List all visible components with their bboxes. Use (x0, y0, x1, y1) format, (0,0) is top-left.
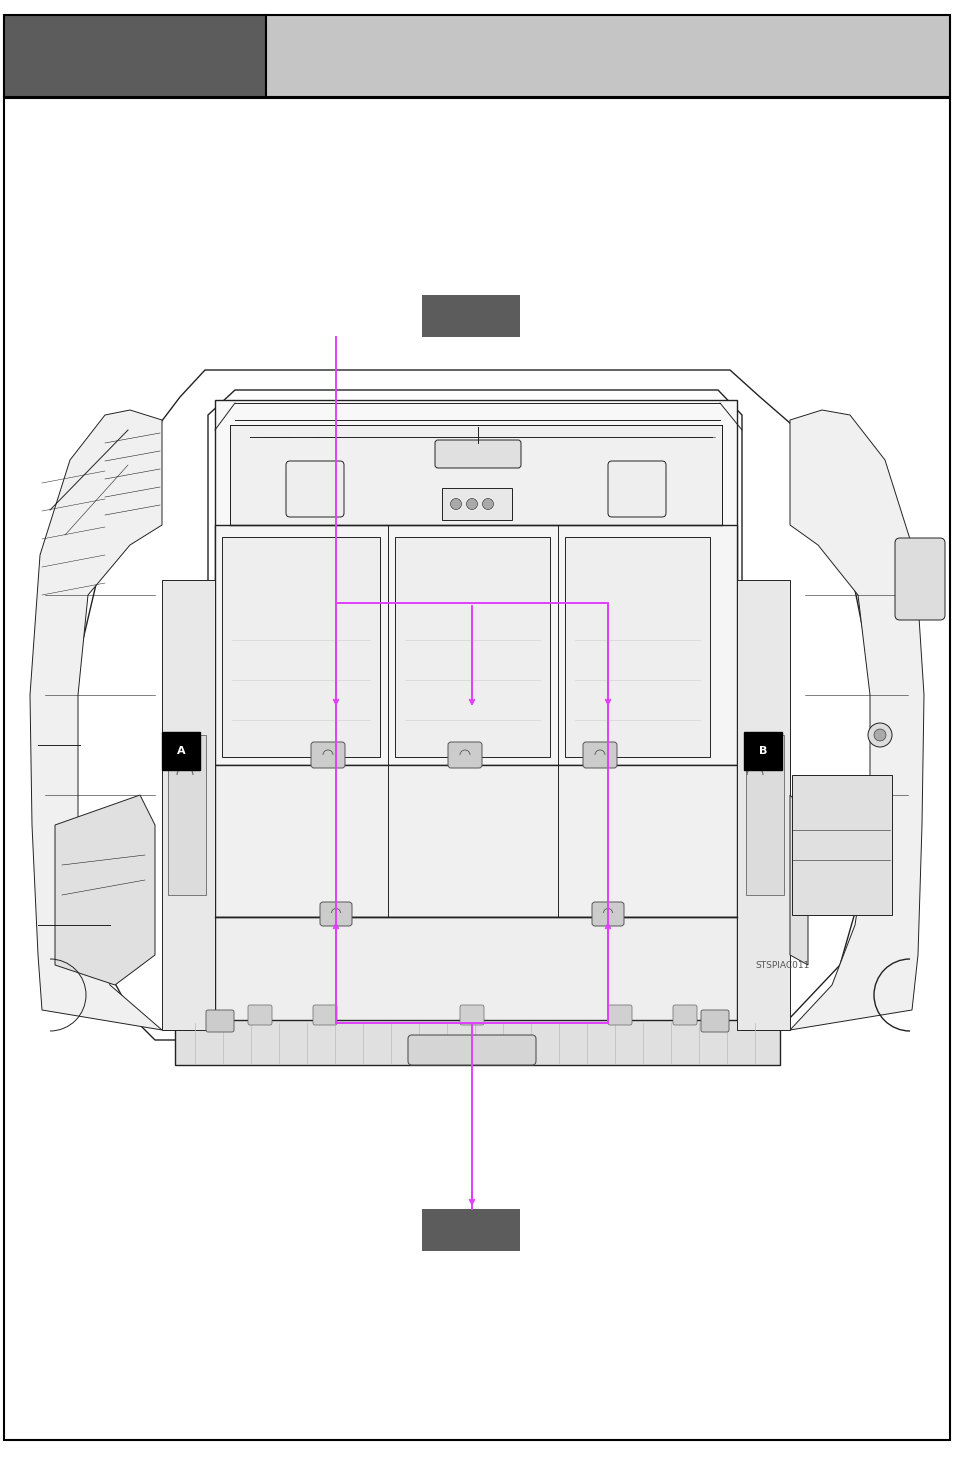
Bar (222, 537, 379, 757)
Polygon shape (55, 795, 154, 985)
Bar (441, 488, 512, 521)
FancyBboxPatch shape (311, 742, 345, 768)
Text: A: A (176, 746, 185, 757)
Bar (737, 580, 789, 1030)
Bar (421, 295, 519, 336)
Bar (564, 537, 709, 757)
FancyBboxPatch shape (319, 903, 352, 926)
FancyBboxPatch shape (592, 903, 623, 926)
FancyBboxPatch shape (448, 742, 481, 768)
Circle shape (466, 499, 477, 509)
FancyBboxPatch shape (700, 1010, 728, 1032)
Bar (174, 1021, 780, 1065)
Bar (214, 766, 737, 917)
Bar (266, 15, 949, 97)
FancyBboxPatch shape (313, 1004, 336, 1025)
Polygon shape (789, 410, 923, 1030)
FancyBboxPatch shape (607, 1004, 631, 1025)
Bar (791, 774, 891, 914)
FancyBboxPatch shape (286, 462, 344, 518)
FancyBboxPatch shape (206, 1010, 233, 1032)
Bar (214, 400, 737, 1030)
Bar (168, 735, 206, 895)
Bar (745, 735, 783, 895)
Text: STSPIAC011: STSPIAC011 (754, 960, 808, 969)
Bar (395, 537, 550, 757)
Bar (421, 1210, 519, 1251)
FancyBboxPatch shape (672, 1004, 697, 1025)
Bar (743, 732, 781, 770)
Polygon shape (789, 795, 807, 965)
Bar (230, 425, 721, 525)
FancyBboxPatch shape (248, 1004, 272, 1025)
FancyBboxPatch shape (582, 742, 617, 768)
Circle shape (482, 499, 493, 509)
Bar (4, 15, 266, 97)
FancyBboxPatch shape (459, 1004, 483, 1025)
Circle shape (867, 723, 891, 746)
FancyBboxPatch shape (894, 538, 944, 620)
Bar (214, 525, 737, 766)
FancyBboxPatch shape (435, 440, 520, 468)
Circle shape (450, 499, 461, 509)
FancyBboxPatch shape (408, 1035, 536, 1065)
Bar (335, 603, 607, 1024)
Text: B: B (758, 746, 766, 757)
Polygon shape (30, 410, 162, 1030)
Bar (162, 732, 200, 770)
Bar (214, 917, 737, 1030)
Circle shape (873, 729, 885, 740)
Bar (162, 580, 214, 1030)
FancyBboxPatch shape (607, 462, 665, 518)
